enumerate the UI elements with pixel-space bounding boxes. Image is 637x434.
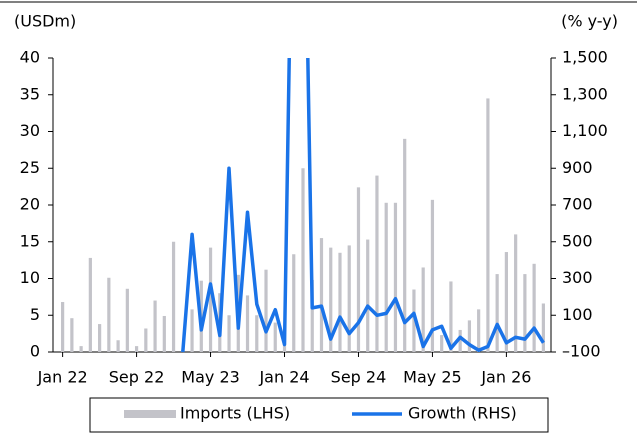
x-tick-label: Sep 24 (331, 368, 387, 387)
bar (514, 234, 518, 352)
bar (412, 289, 416, 352)
y-axis-label: (USDm) (14, 12, 76, 31)
bar (227, 315, 231, 352)
bar (504, 252, 508, 352)
y2-tick-label: 1,500 (562, 48, 608, 67)
y2-tick-label: 1,100 (562, 121, 608, 140)
y-tick-label: 30 (20, 121, 40, 140)
bar (375, 175, 379, 352)
y-tick-label: 0 (30, 342, 40, 361)
bar (98, 324, 102, 352)
bar (301, 168, 305, 352)
x-tick-label: Jan 26 (480, 368, 531, 387)
bar (273, 322, 277, 352)
bar (264, 269, 268, 352)
bar (162, 315, 166, 352)
growth-line (181, 58, 545, 353)
legend-label: Imports (LHS) (180, 404, 290, 423)
bar (292, 254, 296, 352)
bar (523, 274, 527, 352)
bar (61, 302, 65, 352)
bar (421, 267, 425, 352)
bar (79, 346, 83, 352)
bar (310, 279, 314, 352)
bar (356, 187, 361, 352)
bar (245, 295, 250, 352)
y2-tick-label: 500 (562, 231, 593, 250)
y2-tick-label: 700 (562, 195, 593, 214)
bar (477, 309, 481, 352)
y2-tick-label: 900 (562, 158, 593, 177)
y-tick-label: 25 (20, 158, 40, 177)
x-tick-label: Jan 24 (258, 368, 309, 387)
x-tick-label: Jan 22 (37, 368, 88, 387)
bar (495, 274, 499, 352)
x-tick-label: May 25 (403, 368, 462, 387)
bar (116, 340, 120, 352)
bar (134, 346, 139, 352)
bar (541, 303, 545, 352)
y-tick-label: 5 (30, 305, 40, 324)
bar (329, 247, 333, 352)
bar (384, 202, 388, 352)
y-tick-label: 15 (20, 231, 40, 250)
y-tick-label: 40 (20, 48, 40, 67)
y2-tick-label: –100 (562, 342, 601, 361)
bar (532, 263, 536, 352)
bar (190, 309, 194, 352)
bar (125, 288, 129, 352)
bar (440, 335, 444, 352)
bar (458, 329, 462, 352)
legend-label: Growth (RHS) (408, 404, 517, 423)
y-tick-label: 35 (20, 84, 40, 103)
plot-area (61, 58, 545, 353)
x-tick-label: May 23 (181, 368, 240, 387)
y2-tick-label: 100 (562, 305, 593, 324)
bar (347, 245, 351, 352)
x-tick-label: Sep 22 (109, 368, 165, 387)
bar (144, 328, 148, 352)
bar (449, 281, 453, 352)
bar (486, 98, 490, 352)
bar (393, 202, 398, 352)
bar (171, 241, 176, 352)
bar (70, 318, 74, 352)
y2-tick-label: 300 (562, 268, 593, 287)
y-tick-label: 10 (20, 268, 40, 287)
y2-tick-label: 1,300 (562, 84, 608, 103)
bar (338, 252, 342, 352)
bar (403, 138, 407, 352)
bar (107, 277, 111, 352)
y-tick-label: 20 (20, 195, 40, 214)
y2-axis-label: (% y-y) (561, 12, 618, 31)
legend-swatch (124, 410, 176, 418)
bar (319, 238, 324, 352)
bar (255, 315, 259, 352)
bar (88, 257, 92, 352)
bar (208, 247, 213, 352)
bar (153, 300, 157, 352)
legend-box (89, 397, 549, 433)
bar (430, 199, 435, 352)
bar (467, 320, 472, 352)
bar (366, 239, 370, 352)
